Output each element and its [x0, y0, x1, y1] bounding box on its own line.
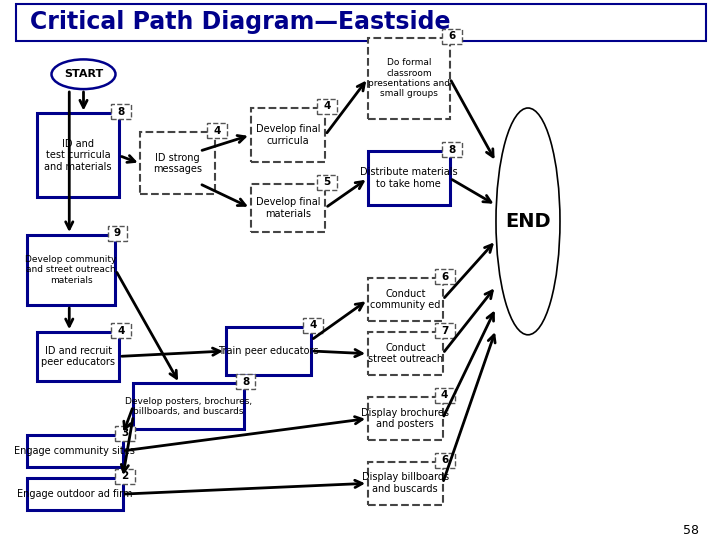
- Text: 4: 4: [441, 390, 449, 400]
- Text: Train peer educators: Train peer educators: [218, 346, 319, 356]
- FancyBboxPatch shape: [303, 318, 323, 333]
- FancyBboxPatch shape: [235, 374, 256, 389]
- FancyBboxPatch shape: [111, 323, 131, 338]
- FancyBboxPatch shape: [368, 462, 443, 505]
- FancyBboxPatch shape: [251, 184, 325, 232]
- FancyBboxPatch shape: [318, 99, 337, 114]
- FancyBboxPatch shape: [368, 332, 443, 375]
- Text: Develop community
and street outreach
materials: Develop community and street outreach ma…: [25, 255, 117, 285]
- Text: ID and
test curricula
and materials: ID and test curricula and materials: [45, 139, 112, 172]
- FancyBboxPatch shape: [27, 478, 122, 510]
- Text: 58: 58: [683, 524, 698, 537]
- Text: Conduct
community ed: Conduct community ed: [370, 289, 441, 310]
- FancyBboxPatch shape: [435, 269, 454, 284]
- Text: Engage outdoor ad firm: Engage outdoor ad firm: [17, 489, 132, 499]
- Text: 5: 5: [324, 177, 331, 187]
- Text: 9: 9: [114, 228, 121, 238]
- Text: Conduct
street outreach: Conduct street outreach: [368, 343, 443, 364]
- FancyBboxPatch shape: [114, 426, 135, 441]
- FancyBboxPatch shape: [442, 142, 462, 157]
- Text: ID strong
messages: ID strong messages: [153, 152, 202, 174]
- FancyBboxPatch shape: [207, 123, 227, 138]
- FancyBboxPatch shape: [107, 226, 127, 241]
- Ellipse shape: [52, 59, 115, 89]
- Text: 4: 4: [323, 102, 331, 111]
- FancyBboxPatch shape: [114, 469, 135, 484]
- Text: 8: 8: [448, 145, 455, 154]
- Text: START: START: [64, 69, 103, 79]
- Text: 4: 4: [117, 326, 125, 335]
- FancyBboxPatch shape: [251, 108, 325, 162]
- FancyBboxPatch shape: [111, 104, 131, 119]
- FancyBboxPatch shape: [318, 174, 337, 190]
- Text: Develop final
materials: Develop final materials: [256, 197, 320, 219]
- FancyBboxPatch shape: [368, 151, 450, 205]
- Text: 7: 7: [441, 326, 449, 335]
- Text: Display billboards
and buscards: Display billboards and buscards: [361, 472, 449, 494]
- Text: Engage community sites: Engage community sites: [14, 446, 135, 456]
- FancyBboxPatch shape: [140, 132, 215, 194]
- FancyBboxPatch shape: [368, 397, 443, 440]
- Text: 6: 6: [441, 272, 449, 281]
- Text: 8: 8: [117, 107, 125, 117]
- Text: Display brochures
and posters: Display brochures and posters: [361, 408, 449, 429]
- FancyBboxPatch shape: [435, 453, 454, 468]
- Text: 6: 6: [448, 31, 455, 41]
- Text: Critical Path Diagram—Eastside: Critical Path Diagram—Eastside: [30, 10, 451, 34]
- FancyBboxPatch shape: [442, 29, 462, 44]
- Text: Distribute materials
to take home: Distribute materials to take home: [360, 167, 458, 189]
- Ellipse shape: [496, 108, 560, 335]
- FancyBboxPatch shape: [226, 327, 311, 375]
- FancyBboxPatch shape: [368, 278, 443, 321]
- Text: Do formal
classroom
presentations and
small groups: Do formal classroom presentations and sm…: [368, 58, 450, 98]
- Text: 8: 8: [242, 377, 249, 387]
- Text: 4: 4: [310, 320, 317, 330]
- Text: 6: 6: [441, 455, 449, 465]
- Text: END: END: [505, 212, 551, 231]
- Text: 2: 2: [121, 471, 128, 481]
- Text: Develop posters, brochures,
billboards, and buscards: Develop posters, brochures, billboards, …: [125, 397, 252, 416]
- Text: 3: 3: [121, 428, 128, 438]
- FancyBboxPatch shape: [27, 435, 122, 467]
- Text: Develop final
curricula: Develop final curricula: [256, 124, 320, 146]
- FancyBboxPatch shape: [133, 383, 243, 429]
- FancyBboxPatch shape: [435, 388, 454, 403]
- Text: ID and recruit
peer educators: ID and recruit peer educators: [41, 346, 115, 367]
- FancyBboxPatch shape: [37, 113, 119, 197]
- FancyBboxPatch shape: [37, 332, 119, 381]
- FancyBboxPatch shape: [16, 4, 706, 40]
- FancyBboxPatch shape: [368, 38, 450, 119]
- Text: 4: 4: [213, 126, 221, 136]
- FancyBboxPatch shape: [27, 235, 115, 305]
- FancyBboxPatch shape: [435, 323, 454, 338]
